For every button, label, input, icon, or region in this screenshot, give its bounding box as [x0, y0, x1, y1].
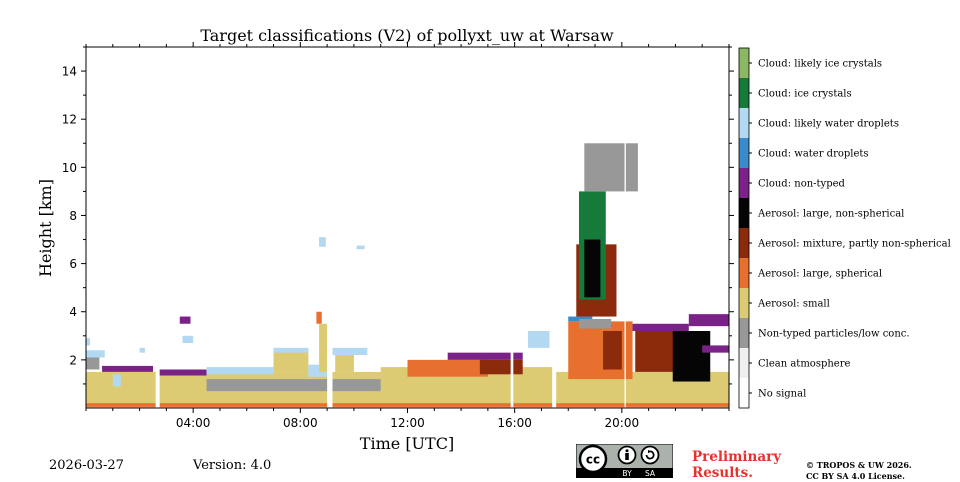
class-region-aerosol-large-spherical-16 — [316, 311, 322, 324]
legend-label-aerosol-large-non-spherical: Aerosol: large, non-spherical — [757, 209, 904, 220]
class-region-cloud-non-typed-10 — [179, 316, 191, 324]
class-region-cloud-non-typed-5 — [102, 365, 153, 372]
no-signal-gap-2 — [510, 47, 514, 408]
class-region-cloud-likely-water-droplets-7 — [139, 347, 145, 353]
class-region-cloud-likely-water-droplets-3 — [86, 350, 105, 358]
x-tick-label-0400: 04:00 — [176, 416, 211, 430]
class-region-cloud-likely-water-droplets-26 — [528, 330, 550, 348]
y-tick-label-2: 2 — [69, 353, 77, 367]
legend-label-clean-atmosphere: Clean atmosphere — [758, 359, 851, 370]
legend-label-cloud-likely-water-droplets: Cloud: likely water droplets — [758, 119, 899, 130]
preliminary-line2: Results. — [692, 465, 753, 481]
x-tick-label-1200: 12:00 — [390, 416, 425, 430]
preliminary-line1: Preliminary — [692, 449, 782, 465]
class-region-aerosol-large-spherical-23 — [407, 359, 488, 377]
cc-icon: cc — [578, 444, 608, 474]
legend-label-cloud-non-typed: Cloud: non-typed — [758, 179, 846, 190]
x-tick-label-0800: 08:00 — [283, 416, 318, 430]
legend-label-non-typed-particles-low-conc: Non-typed particles/low conc. — [758, 329, 910, 340]
class-region-aerosol-mixture-partly-non-spherical-34 — [603, 330, 622, 370]
legend-swatch-cloud-likely-water-droplets — [739, 108, 749, 138]
legend-swatch-aerosol-large-non-spherical — [739, 198, 749, 228]
legend-label-cloud-likely-ice-crystals: Cloud: likely ice crystals — [758, 59, 882, 70]
class-region-cloud-non-typed-24 — [447, 352, 523, 360]
class-region-aerosol-mixture-partly-non-spherical-25 — [479, 359, 523, 375]
class-region-cloud-likely-water-droplets-18 — [319, 237, 326, 247]
y-tick-label-6: 6 — [69, 257, 77, 271]
legend-swatch-cloud-water-droplets — [739, 138, 749, 168]
svg-text:cc: cc — [586, 453, 600, 467]
y-tick-label-10: 10 — [62, 161, 77, 175]
x-tick-label-1600: 16:00 — [497, 416, 532, 430]
sa-icon — [640, 445, 660, 465]
svg-text:SA: SA — [645, 469, 656, 478]
class-region-aerosol-small-19 — [335, 355, 354, 372]
legend-swatch-no-signal — [739, 378, 749, 408]
class-region-non-typed-particles-low-conc-2 — [86, 355, 100, 370]
y-tick-label-8: 8 — [69, 209, 77, 223]
axes: 04:00 08:00 12:00 16:00 20:00 2 4 6 8 10 12 14 — [62, 42, 734, 430]
legend-swatch-cloud-likely-ice-crystals — [739, 48, 749, 78]
legend-swatch-aerosol-mixture-partly-non-spherical — [739, 228, 749, 258]
copyright-notice: © TROPOS & UW 2026. CC BY SA 4.0 License… — [806, 460, 912, 482]
footer-version: Version: 4.0 — [193, 458, 272, 473]
legend-label-no-signal: No signal — [758, 389, 806, 400]
class-region-cloud-likely-water-droplets-6 — [112, 374, 121, 387]
class-region-cloud-likely-water-droplets-9 — [182, 335, 194, 344]
legend-swatch-cloud-ice-crystals — [739, 78, 749, 108]
class-region-aerosol-small-17 — [319, 323, 328, 372]
y-tick-label-14: 14 — [62, 65, 77, 79]
class-region-cloud-likely-water-droplets-20 — [327, 347, 368, 356]
y-tick-label-12: 12 — [62, 113, 77, 127]
class-region-cloud-water-droplets-28 — [568, 316, 593, 322]
class-region-cloud-likely-water-droplets-11 — [206, 367, 274, 375]
no-signal-gap-3 — [552, 47, 557, 408]
class-region-aerosol-large-non-spherical-32 — [584, 239, 601, 298]
y-axis-label: Height [km] — [36, 179, 55, 277]
y-tick-label-4: 4 — [69, 305, 77, 319]
legend-swatch-cloud-non-typed — [739, 168, 749, 198]
no-signal-gap-0 — [155, 47, 160, 408]
legend-swatch-clean-atmosphere — [739, 348, 749, 378]
legend-label-aerosol-mixture-partly-non-spherical: Aerosol: mixture, partly non-spherical — [757, 239, 951, 250]
class-region-cloud-non-typed-36 — [632, 323, 689, 331]
class-region-cloud-non-typed-39 — [702, 345, 729, 353]
copyright-line1: © TROPOS & UW 2026. — [806, 460, 912, 470]
no-signal-gap-4 — [624, 47, 626, 408]
class-region-cloud-likely-water-droplets-4 — [86, 338, 91, 346]
class-region-cloud-non-typed-38 — [688, 314, 729, 327]
class-region-aerosol-large-non-spherical-37 — [672, 330, 711, 382]
chart-title: Target classifications (V2) of pollyxt_u… — [200, 26, 614, 45]
legend-label-cloud-water-droplets: Cloud: water droplets — [758, 149, 869, 160]
legend-swatch-aerosol-large-spherical — [739, 258, 749, 288]
footer-date: 2026-03-27 — [49, 458, 124, 473]
class-region-non-typed-particles-low-conc-33 — [584, 143, 638, 192]
legend-swatch-aerosol-small — [739, 288, 749, 318]
plot-area — [86, 47, 729, 408]
class-region-aerosol-mixture-partly-non-spherical-35 — [635, 326, 676, 372]
colorbar-legend: No signal Clean atmosphere Non-typed parti… — [738, 47, 951, 409]
x-axis-label: Time [UTC] — [360, 434, 454, 453]
legend-swatch-non-typed-particles-low-conc — [739, 318, 749, 348]
class-region-aerosol-large-spherical-1 — [86, 403, 729, 407]
cc-license-badge: cc BY SA — [575, 443, 674, 479]
copyright-line2: CC BY SA 4.0 License. — [806, 471, 905, 481]
legend-label-aerosol-small: Aerosol: small — [757, 299, 830, 310]
colorbar-frame — [738, 47, 750, 409]
no-signal-gap-1 — [327, 47, 333, 408]
class-region-aerosol-large-spherical-27 — [568, 321, 633, 380]
class-region-cloud-likely-water-droplets-14 — [273, 347, 309, 353]
class-region-cloud-likely-water-droplets-21 — [356, 245, 365, 250]
class-region-cloud-non-typed-8 — [158, 369, 207, 376]
legend-label-cloud-ice-crystals: Cloud: ice crystals — [758, 89, 852, 100]
class-region-non-typed-particles-low-conc-29 — [578, 318, 612, 329]
preliminary-notice: Preliminary Results. — [692, 449, 781, 481]
svg-text:BY: BY — [622, 469, 632, 478]
x-tick-label-2000: 20:00 — [605, 416, 640, 430]
legend-label-aerosol-large-spherical: Aerosol: large, spherical — [757, 269, 882, 280]
class-region-aerosol-small-13 — [273, 350, 309, 372]
by-icon — [617, 445, 637, 465]
class-region-non-typed-particles-low-conc-12 — [206, 379, 381, 392]
